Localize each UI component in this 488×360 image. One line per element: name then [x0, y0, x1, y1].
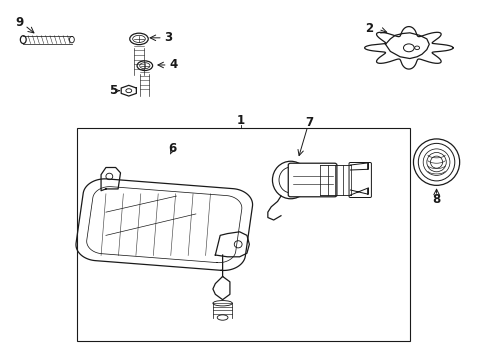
- FancyBboxPatch shape: [287, 163, 336, 197]
- Ellipse shape: [272, 161, 308, 199]
- Text: 2: 2: [364, 22, 372, 35]
- Text: 9: 9: [16, 16, 24, 29]
- Ellipse shape: [20, 36, 26, 44]
- Text: 7: 7: [305, 116, 313, 129]
- Ellipse shape: [137, 61, 152, 71]
- Ellipse shape: [413, 139, 459, 185]
- Text: 6: 6: [168, 142, 176, 155]
- Text: 4: 4: [169, 58, 177, 72]
- Text: 1: 1: [237, 114, 244, 127]
- Ellipse shape: [129, 33, 148, 45]
- Text: 3: 3: [164, 31, 172, 44]
- Text: 8: 8: [431, 193, 440, 206]
- FancyBboxPatch shape: [348, 162, 371, 198]
- Bar: [77, 128, 409, 341]
- Text: 5: 5: [109, 84, 117, 97]
